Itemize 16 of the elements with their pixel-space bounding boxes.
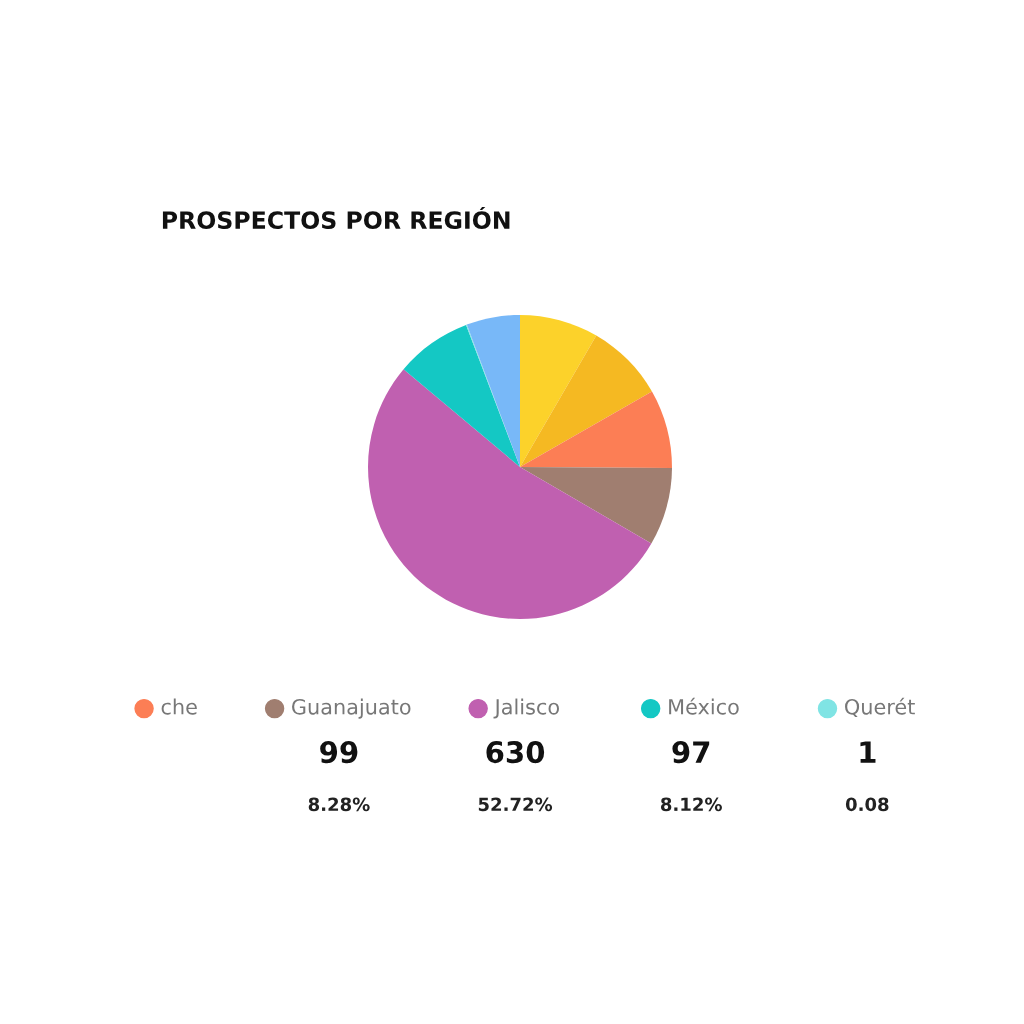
pie-slice [368,369,652,619]
data-label: 97 8.12% [660,741,722,812]
chart-title: PROSPECTOS POR REGIÓN [162,206,510,230]
pie-slice [520,315,597,467]
pie-slice [520,467,672,544]
legend-label: Jalisco [493,698,559,719]
data-label: 630 52.72% [478,741,553,812]
legend-label: Guanajuato [292,698,411,719]
legend-label: che [161,698,197,715]
data-label: 1 0.08 [845,741,889,812]
legend-label: México [669,697,739,715]
data-label: 99 8.28% [308,741,370,812]
pie-slice [403,324,520,467]
pie-slice [520,391,672,468]
legend-label: Querét [845,697,915,718]
pie-slice [520,335,652,467]
